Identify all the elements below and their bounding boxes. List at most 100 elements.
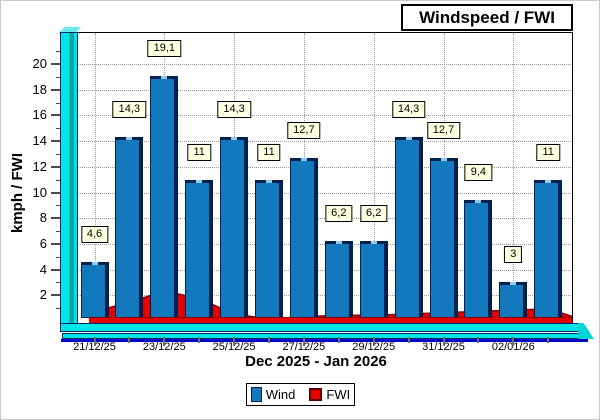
y-axis-major-tick — [51, 165, 60, 168]
wind-value-label: 19,1 — [147, 39, 182, 57]
y-tick-label: 8 — [39, 210, 47, 226]
wind-bar-top-mark — [126, 137, 133, 141]
y-tick-label: 20 — [32, 56, 47, 71]
wind-bar[interactable] — [324, 241, 353, 318]
y-tick-label: 10 — [32, 184, 47, 200]
grid-line-v — [513, 33, 515, 323]
grid-line-h — [78, 115, 573, 117]
wind-value-label: 11 — [187, 143, 211, 161]
wind-value-label: 11 — [536, 143, 560, 161]
x-tick-label: 21/12/25 — [73, 341, 116, 353]
wind-value-label: 14,3 — [391, 101, 426, 119]
y-tick-label: 4 — [39, 261, 47, 277]
wind-bar[interactable] — [534, 179, 563, 318]
wind-bar[interactable] — [359, 241, 388, 318]
wind-value-label: 14,3 — [217, 101, 251, 119]
wind-bar[interactable] — [185, 179, 214, 318]
y-axis-major-tick — [51, 88, 60, 91]
fwi-base-strip — [89, 317, 573, 324]
wind-bar[interactable] — [255, 179, 283, 318]
y-axis-minor-tick — [56, 308, 60, 310]
wind-value-label: 12,7 — [426, 121, 461, 139]
x-tick-label: 31/12/25 — [422, 341, 465, 353]
y-tick-label: 2 — [39, 287, 47, 303]
x-axis-major-tick — [233, 337, 236, 346]
wind-value-label: 12,7 — [287, 121, 321, 139]
wind-bar[interactable] — [150, 75, 179, 318]
legend-fwi-label: FWI — [326, 387, 351, 402]
x-axis-major-tick — [93, 337, 96, 346]
y-axis-minor-tick — [56, 205, 60, 207]
left-wall-3d — [60, 32, 78, 324]
wind-value-label: 6,2 — [360, 205, 388, 223]
x-tick-label: 25/12/25 — [212, 341, 256, 353]
legend-item-wind[interactable]: Wind — [250, 387, 296, 402]
y-axis-major-tick — [51, 114, 60, 117]
x-axis-minor-tick — [407, 337, 410, 343]
grid-line-v — [373, 33, 375, 323]
grid-line-h — [78, 89, 573, 91]
floor-3d-top — [60, 323, 579, 332]
wind-bar[interactable] — [220, 137, 249, 318]
wind-bar[interactable] — [115, 137, 144, 318]
x-tick-label: 23/12/25 — [142, 341, 186, 353]
y-axis-minor-tick — [56, 179, 60, 181]
x-axis-base-line — [61, 339, 588, 342]
y-axis-major-tick — [51, 140, 60, 143]
wind-bar[interactable] — [499, 282, 528, 318]
x-tick-label: 29/12/25 — [352, 341, 396, 353]
y-axis-minor-tick — [56, 153, 60, 155]
wind-value-label: 6,2 — [325, 205, 353, 223]
left-wall-3d-cap — [58, 27, 81, 34]
wind-bar[interactable] — [394, 137, 423, 318]
x-axis-minor-tick — [337, 337, 340, 343]
y-tick-label: 12 — [32, 158, 47, 174]
y-tick-label: 18 — [32, 81, 47, 97]
grid-line-h — [78, 192, 573, 194]
y-axis-minor-tick — [56, 102, 60, 104]
y-axis-major-tick — [51, 217, 60, 220]
y-axis-minor-tick — [56, 128, 60, 130]
wind-bar-top-mark — [231, 137, 238, 141]
x-axis-major-tick — [512, 337, 515, 346]
wind-bar[interactable] — [80, 261, 109, 318]
legend-wind-label: Wind — [265, 387, 296, 402]
y-axis-minor-tick — [56, 282, 60, 284]
wind-bar[interactable] — [289, 157, 318, 318]
legend-item-fwi[interactable]: FWI — [309, 387, 350, 402]
wind-value-label: 14,3 — [112, 101, 147, 119]
x-axis-minor-tick — [128, 337, 131, 343]
wind-bar[interactable] — [464, 200, 493, 318]
x-tick-label: 02/01/26 — [491, 341, 535, 353]
grid-line-h — [78, 141, 573, 143]
x-axis-title: Dec 2025 - Jan 2026 — [245, 353, 387, 370]
wind-value-label: 9,4 — [464, 164, 493, 182]
wind-bar-top-mark — [510, 282, 517, 286]
wind-bar-top-mark — [475, 200, 482, 204]
wind-bar-top-mark — [161, 75, 168, 79]
y-axis-minor-tick — [56, 51, 60, 53]
wind-bar-top-mark — [266, 179, 272, 183]
y-axis-major-tick — [51, 268, 60, 271]
x-axis-major-tick — [372, 337, 375, 346]
wind-bar-top-mark — [91, 261, 98, 265]
wind-value-label: 4,6 — [80, 225, 109, 243]
y-axis-minor-tick — [56, 256, 60, 258]
wind-bar-top-mark — [300, 157, 307, 161]
wind-bar-top-mark — [370, 241, 377, 245]
wind-bar-top-mark — [545, 179, 552, 183]
y-tick-label: 14 — [32, 133, 47, 149]
wind-bar[interactable] — [429, 157, 458, 318]
y-axis-major-tick — [51, 294, 60, 297]
grid-line-h — [78, 166, 573, 168]
x-axis-minor-tick — [198, 337, 201, 343]
y-tick-label: 16 — [32, 107, 47, 123]
legend: Wind FWI — [246, 383, 355, 406]
fwi-swatch-icon — [309, 388, 323, 401]
x-tick-label: 27/12/25 — [282, 341, 326, 353]
wind-value-label: 3 — [504, 246, 523, 264]
y-axis-major-tick — [51, 63, 60, 65]
grid-line-v — [94, 33, 96, 323]
chart-title: Windspeed / FWI — [401, 4, 573, 31]
